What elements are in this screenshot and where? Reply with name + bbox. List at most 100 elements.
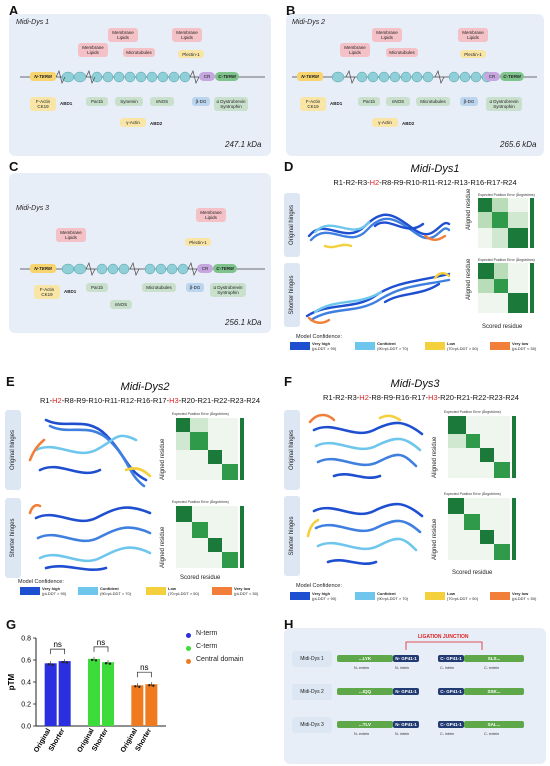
membrane-lipids-label: Membrane Lipids	[196, 208, 226, 222]
plectin-label: Plectin-1	[460, 50, 486, 58]
ligation-row-label: Midi-Dys 1	[292, 651, 332, 667]
panel-letter-a: A	[9, 3, 19, 18]
conf-very-low: Very low (pLDDT < 50)	[512, 341, 537, 351]
beta-dg-label: β-DG	[192, 97, 210, 106]
significance-label: ns	[97, 638, 105, 647]
legend-n-term: N-term	[196, 630, 218, 637]
protein-structure-d-shorter	[305, 272, 451, 324]
membrane-lipids-label: Membrane Lipids	[458, 28, 488, 42]
tab-shorter-hinges: Shorter hinges	[5, 498, 21, 578]
protein-structure-f-shorter	[306, 502, 424, 565]
conf-swatch-very-high	[290, 342, 310, 350]
alpha-dystrobrevin-label: α Dystrobrevin Syntrophin	[486, 97, 522, 111]
significance-bracket	[50, 648, 66, 655]
scored-residue-label: Scored residue	[452, 570, 493, 576]
panel-letter-f: F	[284, 374, 292, 389]
abd2-label: ABD2	[402, 121, 415, 126]
plectin-label: Plectin-1	[185, 238, 211, 246]
pae-title: Expected Position Error (Ångströms)	[478, 258, 535, 262]
conf-very-low: Very low (pLDDT < 50)	[234, 586, 259, 596]
alpha-dystrobrevin-label: α Dystrobrevin Syntrophin	[210, 283, 246, 297]
conf-swatch-very-high	[290, 592, 310, 600]
protein-structure-e-original	[28, 418, 152, 488]
bar	[145, 684, 158, 726]
panel-letter-c: C	[9, 159, 19, 174]
pae-heatmap-e-original	[176, 418, 244, 480]
n-extein-label: N- extein	[354, 732, 370, 736]
c-intein-segment: C- GP41-1	[438, 655, 464, 662]
membrane-lipids-label: Membrane Lipids	[172, 28, 202, 42]
bar	[88, 658, 100, 726]
aligned-residue-label: Aligned residue	[466, 258, 472, 300]
n-intein-segment: N- GP41-1	[393, 721, 419, 728]
schematic-c-kda: 256.1 kDa	[225, 318, 262, 327]
conf-very-high: Very high (pLDDT > 90)	[42, 586, 67, 596]
conf-swatch-very-low	[490, 592, 510, 600]
n-extein-segment: ...IQQ	[337, 688, 393, 695]
legend-swatch-central-domain	[186, 659, 191, 664]
conf-very-high: Very high (pLDDT > 90)	[312, 341, 337, 351]
data-point	[90, 658, 94, 662]
aligned-residue-label: Aligned residue	[160, 438, 166, 480]
structure-e-sequence: R1-H2-R8-R9-R10-R11-R12-R16-R17-H3-R20-R…	[40, 396, 260, 405]
significance-bracket	[93, 646, 109, 652]
pae-heatmap-f-original	[448, 416, 516, 478]
legend-swatch-c-term	[186, 646, 191, 651]
data-point	[51, 663, 54, 666]
legend-central-domain: Central domain	[196, 656, 244, 663]
conf-low: Low (70>pLDDT > 50)	[447, 341, 479, 351]
c-extein-segment: SAL...	[464, 721, 524, 728]
structure-f-sequence: R1-R2-R3-H2-R8-R9-R16-R17-H3-R20-R21-R22…	[323, 393, 519, 402]
schematic-b-title: Midi-Dys 2	[292, 19, 326, 26]
cr-domain: CR	[484, 72, 500, 81]
f-actin-label: F-Actin CK19	[34, 285, 60, 299]
schematic-b-bg	[286, 14, 544, 156]
synemin-label: Synemin	[115, 97, 143, 106]
n-term-domain: N-TERM	[30, 72, 56, 81]
conf-swatch-very-high	[20, 587, 40, 595]
conf-very-high: Very high (pLDDT > 90)	[312, 591, 337, 601]
ligation-junction-label: LIGATION JUNCTION	[418, 634, 469, 640]
c-intein-label: C- intein	[440, 732, 455, 736]
data-point	[138, 685, 141, 688]
pae-title: Expected Position Error (Ångströms)	[444, 410, 501, 414]
data-point	[104, 662, 108, 665]
conf-low: Low (70>pLDDT > 50)	[447, 591, 479, 601]
conf-swatch-low	[425, 592, 445, 600]
par1b-label: Par1b	[86, 97, 108, 106]
c-term-domain: C-TERM	[213, 264, 237, 273]
f-actin-label: F-Actin CK19	[300, 97, 326, 111]
y-tick-label: 0.0	[21, 724, 31, 731]
c-term-domain: C-TERM	[215, 72, 239, 81]
nnos-label: nNOS	[386, 97, 410, 106]
conf-very-low: Very low (pLDDT < 50)	[512, 591, 537, 601]
c-term-domain: C-TERM	[500, 72, 524, 81]
schematic-a-title: Midi-Dys 1	[16, 19, 50, 26]
data-point	[134, 685, 137, 688]
pae-heatmap-d-shorter	[478, 263, 534, 313]
membrane-lipids-label: Membrane Lipids	[340, 43, 370, 57]
pae-title: Expected Position Error (Ångströms)	[172, 412, 229, 416]
membrane-lipids-label: Membrane Lipids	[56, 228, 86, 242]
bar	[44, 663, 57, 726]
data-point	[47, 663, 50, 666]
schematic-b-kda: 265.6 kDa	[500, 140, 537, 149]
conf-swatch-very-low	[490, 342, 510, 350]
schematic-a-bg	[9, 14, 271, 156]
n-intein-label: N- intein	[395, 666, 410, 670]
pae-title: Expected Position Error (Ångströms)	[172, 500, 229, 504]
cr-domain: CR	[197, 264, 213, 273]
c-extein-label: C- extein	[484, 666, 500, 670]
n-term-domain: N-TERM	[30, 264, 56, 273]
conf-swatch-low	[425, 342, 445, 350]
c-extein-label: C- extein	[484, 732, 500, 736]
conf-swatch-confident	[355, 342, 375, 350]
conf-swatch-confident	[355, 592, 375, 600]
conf-swatch-confident	[78, 587, 98, 595]
conf-confident: Confident (90>pLDDT > 70)	[100, 586, 132, 596]
n-intein-segment: N- GP41-1	[393, 688, 419, 695]
conf-confident: Confident (90>pLDDT > 70)	[377, 341, 409, 351]
ligation-row-label: Midi-Dys 2	[292, 684, 332, 700]
model-confidence-title: Model Confidence:	[18, 579, 64, 585]
data-point	[65, 661, 68, 664]
